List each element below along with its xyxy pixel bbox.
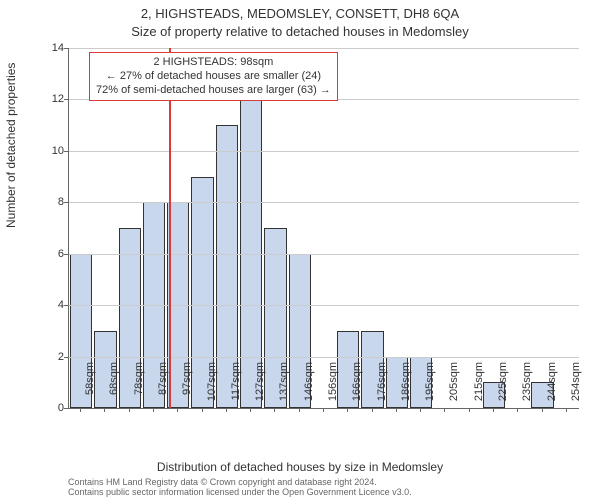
x-tick-mark: [493, 408, 494, 412]
x-tick-label: 166sqm: [351, 362, 363, 412]
x-tick-mark: [299, 408, 300, 412]
y-tick-label: 12: [48, 93, 64, 105]
y-tick-label: 6: [48, 248, 64, 260]
y-tick-label: 2: [48, 351, 64, 363]
annotation-line-1: 2 HIGHSTEADS: 98sqm: [96, 56, 331, 70]
y-tick-mark: [64, 151, 68, 152]
x-tick-label: 58sqm: [84, 362, 96, 412]
x-tick-mark: [323, 408, 324, 412]
gridline: [69, 357, 579, 358]
annotation-line-2: ← 27% of detached houses are smaller (24…: [96, 70, 331, 84]
x-tick-label: 235sqm: [521, 362, 533, 412]
x-tick-mark: [542, 408, 543, 412]
x-tick-label: 195sqm: [424, 362, 436, 412]
y-tick-label: 0: [48, 402, 64, 414]
x-tick-label: 205sqm: [448, 362, 460, 412]
x-tick-label: 87sqm: [157, 362, 169, 412]
chart-title-main: 2, HIGHSTEADS, MEDOMSLEY, CONSETT, DH8 6…: [0, 6, 600, 21]
y-tick-label: 4: [48, 299, 64, 311]
gridline: [69, 305, 579, 306]
x-tick-label: 254sqm: [570, 362, 582, 412]
chart-title-sub: Size of property relative to detached ho…: [0, 24, 600, 39]
x-tick-mark: [420, 408, 421, 412]
y-tick-mark: [64, 305, 68, 306]
annotation-line-3: 72% of semi-detached houses are larger (…: [96, 84, 331, 98]
gridline: [69, 254, 579, 255]
x-tick-label: 68sqm: [108, 362, 120, 412]
x-tick-label: 146sqm: [303, 362, 315, 412]
x-tick-mark: [469, 408, 470, 412]
x-tick-mark: [129, 408, 130, 412]
gridline: [69, 151, 579, 152]
x-tick-label: 107sqm: [206, 362, 218, 412]
x-tick-label: 225sqm: [497, 362, 509, 412]
bars-layer: [69, 48, 579, 408]
plot-area: 2 HIGHSTEADS: 98sqm ← 27% of detached ho…: [68, 48, 579, 409]
x-tick-label: 176sqm: [376, 362, 388, 412]
x-tick-label: 186sqm: [400, 362, 412, 412]
x-axis-label: Distribution of detached houses by size …: [0, 460, 600, 474]
y-tick-mark: [64, 48, 68, 49]
x-tick-label: 244sqm: [546, 362, 558, 412]
reference-line: [169, 48, 171, 408]
y-axis-label: Number of detached properties: [4, 63, 18, 228]
y-tick-label: 14: [48, 42, 64, 54]
x-tick-label: 137sqm: [278, 362, 290, 412]
x-tick-label: 156sqm: [327, 362, 339, 412]
annotation-box: 2 HIGHSTEADS: 98sqm ← 27% of detached ho…: [89, 52, 338, 101]
x-tick-label: 117sqm: [230, 362, 242, 412]
credit-text: Contains HM Land Registry data © Crown c…: [68, 478, 412, 498]
x-tick-label: 78sqm: [133, 362, 145, 412]
x-tick-mark: [444, 408, 445, 412]
y-tick-mark: [64, 357, 68, 358]
x-tick-mark: [347, 408, 348, 412]
x-tick-mark: [226, 408, 227, 412]
x-tick-mark: [274, 408, 275, 412]
y-tick-label: 8: [48, 196, 64, 208]
x-tick-mark: [396, 408, 397, 412]
x-tick-mark: [372, 408, 373, 412]
x-tick-mark: [202, 408, 203, 412]
x-tick-mark: [80, 408, 81, 412]
x-tick-label: 127sqm: [254, 362, 266, 412]
y-tick-mark: [64, 254, 68, 255]
x-tick-label: 97sqm: [181, 362, 193, 412]
y-tick-mark: [64, 408, 68, 409]
gridline: [69, 202, 579, 203]
gridline: [69, 48, 579, 49]
x-tick-mark: [517, 408, 518, 412]
y-tick-label: 10: [48, 145, 64, 157]
x-tick-mark: [566, 408, 567, 412]
y-tick-mark: [64, 202, 68, 203]
x-tick-mark: [177, 408, 178, 412]
x-tick-label: 215sqm: [473, 362, 485, 412]
x-tick-mark: [250, 408, 251, 412]
credit-line-2: Contains public sector information licen…: [68, 488, 412, 498]
x-tick-mark: [104, 408, 105, 412]
x-tick-mark: [153, 408, 154, 412]
y-tick-mark: [64, 99, 68, 100]
